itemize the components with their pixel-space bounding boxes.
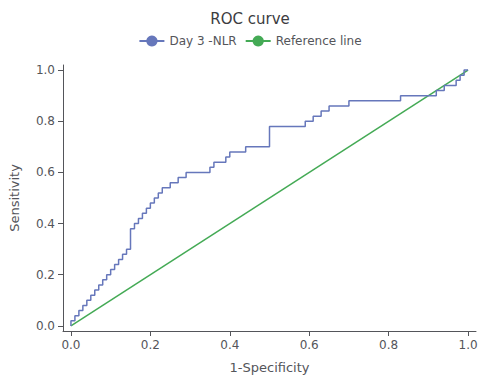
svg-text:Day 3 -NLR: Day 3 -NLR (169, 34, 236, 48)
svg-text:ROC curve: ROC curve (210, 10, 290, 28)
svg-text:Reference line: Reference line (276, 34, 362, 48)
svg-text:0.0: 0.0 (36, 319, 55, 333)
svg-text:0.4: 0.4 (36, 217, 55, 231)
svg-text:0.0: 0.0 (61, 338, 80, 352)
svg-text:0.6: 0.6 (36, 165, 55, 179)
svg-text:0.4: 0.4 (220, 338, 239, 352)
svg-text:1.0: 1.0 (459, 338, 478, 352)
svg-text:0.8: 0.8 (36, 114, 55, 128)
svg-text:1.0: 1.0 (36, 63, 55, 77)
svg-text:0.2: 0.2 (141, 338, 160, 352)
svg-text:Sensitivity: Sensitivity (7, 164, 22, 232)
svg-text:0.2: 0.2 (36, 268, 55, 282)
svg-text:0.8: 0.8 (379, 338, 398, 352)
svg-text:0.6: 0.6 (300, 338, 319, 352)
svg-text:1-Specificity: 1-Specificity (230, 360, 310, 375)
